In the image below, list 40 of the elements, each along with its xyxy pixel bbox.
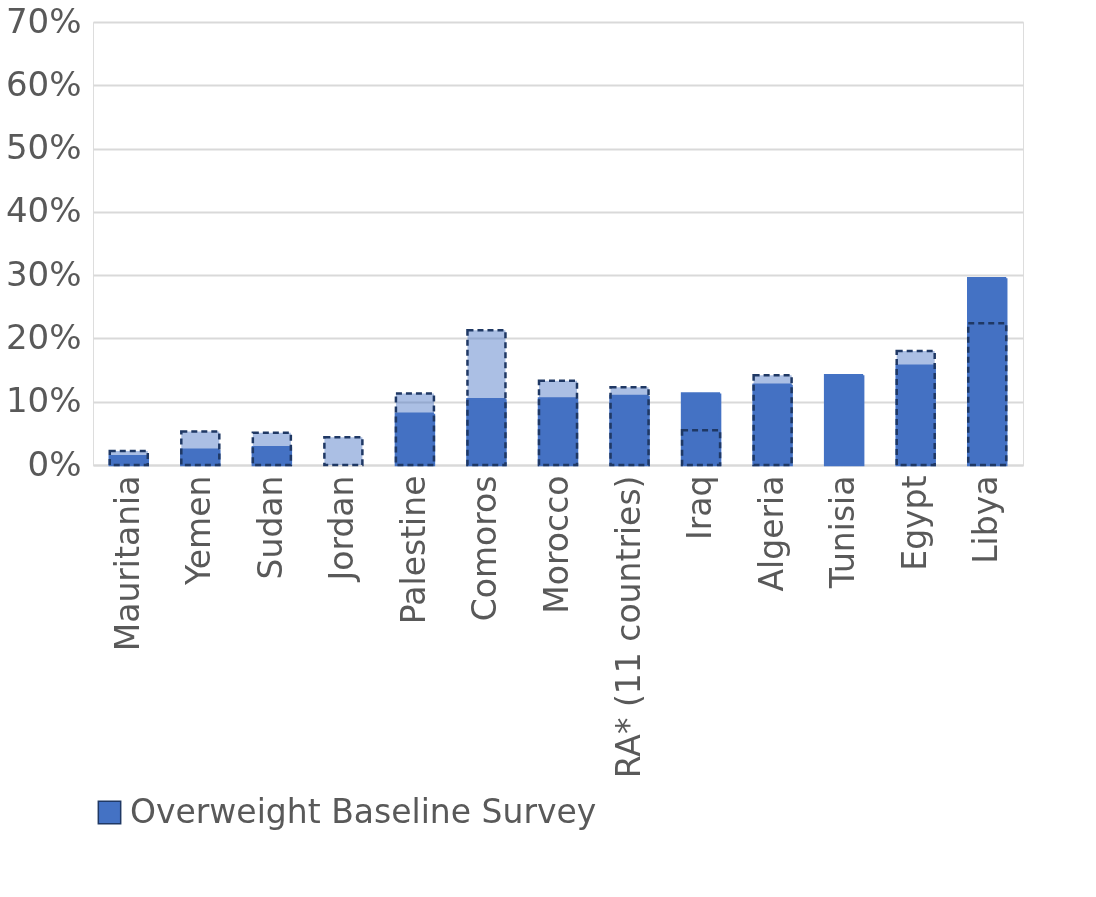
x-tick-label: Iraq bbox=[680, 475, 720, 540]
x-tick-label: Jordan bbox=[322, 475, 362, 583]
y-tick-label: 50% bbox=[5, 127, 82, 168]
x-tick-label: Sudan bbox=[250, 475, 290, 580]
bar bbox=[966, 321, 1008, 467]
bar bbox=[323, 435, 364, 467]
bar bbox=[537, 379, 579, 467]
x-tick-label: Tunisia bbox=[823, 475, 863, 590]
y-tick-label: 0% bbox=[27, 443, 82, 484]
y-tick-label: 60% bbox=[5, 63, 82, 104]
y-tick-label: 30% bbox=[5, 253, 82, 294]
bar bbox=[680, 428, 722, 467]
y-tick-label: 10% bbox=[5, 380, 82, 421]
legend-label: Overweight Baseline Survey bbox=[130, 791, 597, 831]
x-tick-label: Morocco bbox=[537, 475, 576, 614]
bar bbox=[180, 448, 221, 467]
x-tick-label: Algeria bbox=[751, 475, 791, 592]
x-tick-label: Comoros bbox=[465, 475, 505, 622]
bar bbox=[466, 397, 507, 467]
x-tick-label: Mauritania bbox=[107, 475, 147, 652]
bar bbox=[680, 392, 722, 467]
x-tick-label: RA* (11 countries) bbox=[608, 475, 648, 779]
bar bbox=[537, 397, 579, 467]
bar bbox=[108, 449, 150, 467]
bar bbox=[251, 431, 293, 467]
x-tick-label: Yemen bbox=[179, 475, 219, 586]
bar bbox=[823, 373, 865, 467]
x-tick-label: Palestine bbox=[393, 475, 433, 625]
bar bbox=[466, 328, 507, 467]
y-tick-label: 70% bbox=[5, 0, 82, 41]
x-tick-label: Egypt bbox=[894, 475, 934, 571]
bar bbox=[251, 446, 293, 467]
y-tick-label: 20% bbox=[5, 316, 82, 357]
bar bbox=[394, 392, 436, 467]
bar bbox=[108, 454, 150, 467]
bar bbox=[394, 412, 436, 467]
x-tick-label: Libya bbox=[966, 475, 1006, 564]
y-tick-label: 40% bbox=[5, 190, 82, 231]
bar bbox=[180, 430, 221, 467]
bar bbox=[966, 277, 1008, 467]
